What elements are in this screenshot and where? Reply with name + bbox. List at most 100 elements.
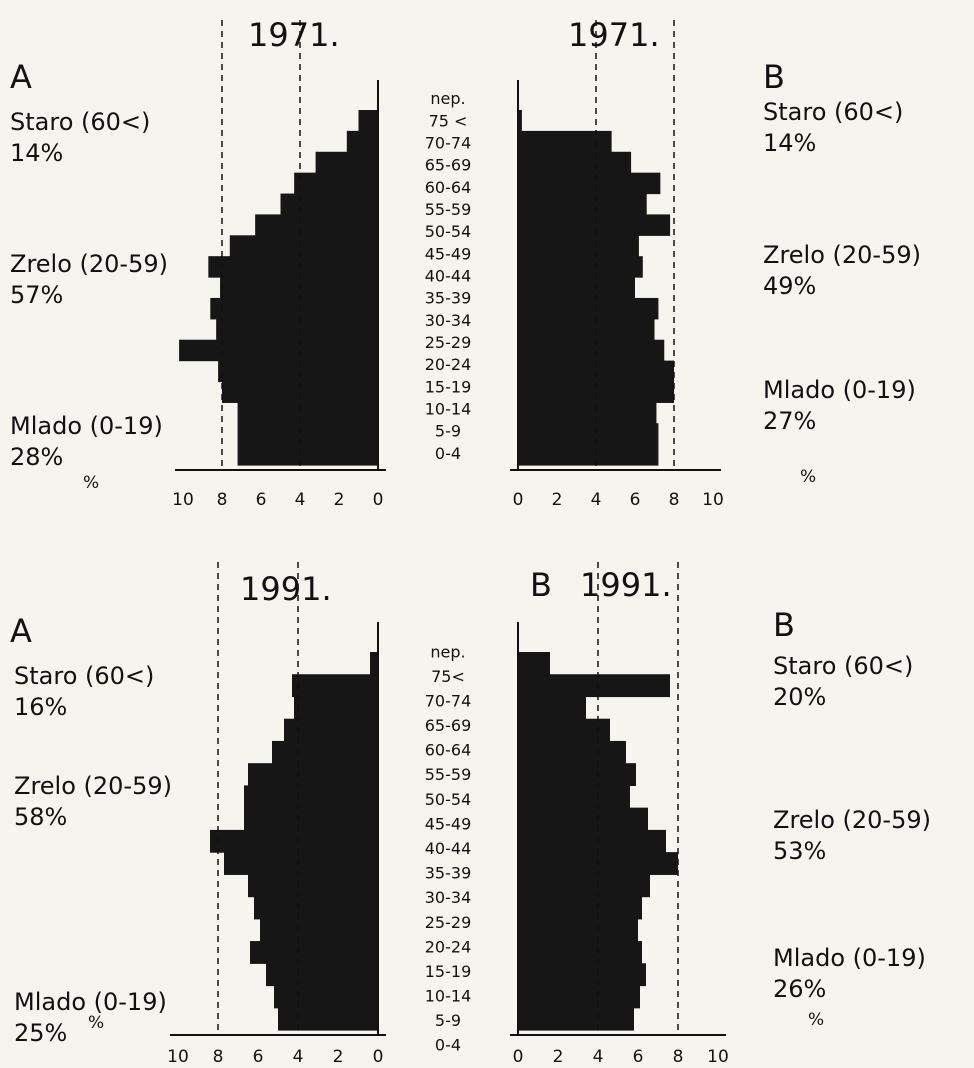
panel-title-B-1971: 1971. [568,16,660,54]
bar-A-1991-9 [244,807,378,831]
bar-A-1991-16 [370,652,378,675]
age-label-1971-11: 55-59 [425,200,472,219]
bar-A-1991-7 [224,852,378,875]
bar-B-1971-10 [518,235,639,257]
panel-title-A-1991: 1991. [240,570,332,608]
tick-label-B-1991-6: 6 [633,1047,644,1067]
tick-label-B-1991-0: 0 [513,1047,524,1067]
bar-B-1991-5 [518,896,642,920]
bar-A-1971-14 [315,151,378,174]
age-label-1991-10: 50-54 [425,790,472,809]
bar-B-1991-6 [518,874,650,898]
age-label-1991-9: 45-49 [425,814,472,833]
bar-A-1971-15 [346,130,378,153]
bar-A-1991-3 [250,941,378,964]
age-label-1991-11: 55-59 [425,765,472,784]
bar-A-1971-0 [237,444,378,466]
age-label-1971-16: nep. [430,89,465,108]
bar-A-1971-5 [179,339,378,362]
age-label-1971-4: 20-24 [425,355,472,374]
group-pct-B-1991-2: 26% [773,975,826,1003]
bar-A-1971-9 [208,256,378,278]
bar-B-1991-0 [518,1007,634,1031]
tick-label-A-1991-2: 2 [333,1047,344,1067]
group-pct-B-1971-0: 14% [763,129,816,157]
age-label-1971-2: 10-14 [425,400,472,419]
bar-A-1971-4 [218,360,378,383]
bar-A-1991-6 [248,874,378,898]
bar-B-1991-11 [518,763,636,787]
bar-A-1971-12 [280,193,378,216]
bar-B-1971-7 [518,297,659,320]
group-label-B-1971-2: Mlado (0-19) [763,376,916,404]
panel-letter-B-1991: B [773,606,795,644]
age-label-1971-3: 15-19 [425,377,472,396]
age-label-1991-13: 65-69 [425,716,472,735]
tick-label-B-1971-6: 6 [630,490,641,510]
age-label-1991-4: 20-24 [425,937,472,956]
group-pct-B-1971-2: 27% [763,407,816,435]
bar-A-1991-12 [272,740,378,764]
panel-letter-A-1971: A [10,58,32,96]
bar-B-1971-8 [518,277,635,299]
group-label-A-1991-1: Zrelo (20-59) [14,772,172,800]
tick-label-B-1991-8: 8 [673,1047,684,1067]
tick-label-A-1971-10: 10 [172,490,194,510]
group-pct-B-1971-1: 49% [763,272,816,300]
pyramid-panel-A-1991: 10 8 6 4 2 0% 1991. A Staro (60<) 16% Zrelo (20-59… [10,562,386,1067]
tick-label-A-1971-2: 2 [334,490,345,510]
group-label-B-1991-2: Mlado (0-19) [773,944,926,972]
panel-letter-B-1971: B [763,58,785,96]
group-label-B-1971-1: Zrelo (20-59) [763,241,921,269]
group-pct-A-1971-2: 28% [10,443,63,471]
bar-A-1991-13 [284,718,378,742]
age-label-1991-7: 35-39 [425,864,472,883]
unit-label-B-1971: % [800,467,816,487]
age-label-1971-5: 25-29 [425,333,472,352]
bar-A-1991-14 [294,696,378,720]
bar-B-1971-0 [518,444,659,466]
bar-B-1971-5 [518,339,665,362]
age-label-1991-3: 15-19 [425,962,472,981]
bar-A-1991-4 [260,918,378,942]
title-prefix-B-1991: B [530,566,552,604]
bar-B-1971-3 [518,381,674,403]
panel-title-A-1971: 1971. [248,16,340,54]
tick-label-A-1991-8: 8 [213,1047,224,1067]
unit-label-B-1991: % [808,1010,824,1030]
bar-B-1991-13 [518,718,610,742]
bar-A-1971-6 [216,318,378,341]
bar-A-1971-13 [294,172,378,195]
tick-label-A-1991-0: 0 [373,1047,384,1067]
bar-B-1991-3 [518,941,642,964]
age-label-1971-8: 40-44 [425,267,472,286]
age-label-1971-0: 0-4 [435,444,461,463]
bar-A-1991-0 [278,1007,378,1031]
tick-label-B-1971-4: 4 [591,490,602,510]
bar-B-1971-11 [518,214,671,236]
age-label-1991-2: 10-14 [425,987,472,1006]
bar-A-1971-8 [220,277,378,299]
bar-A-1971-10 [229,235,378,257]
bar-B-1991-4 [518,918,638,942]
bar-B-1991-1 [518,985,640,1009]
bar-B-1991-12 [518,740,626,764]
bar-B-1991-2 [518,963,646,987]
bar-A-1991-15 [292,674,378,698]
age-label-1991-14: 70-74 [425,691,472,710]
tick-label-A-1971-6: 6 [256,490,267,510]
bar-A-1971-2 [237,402,378,424]
age-label-1971-13: 65-69 [425,156,472,175]
bar-B-1971-12 [518,193,647,216]
age-label-1991-15: 75< [431,667,465,686]
pyramid-panel-A-1971: 10 8 6 4 2 0% 1971. A Staro (60<) 14% Zrelo (20-59… [10,16,386,510]
bar-A-1971-7 [210,297,378,320]
bar-A-1971-1 [237,423,378,445]
bar-A-1991-1 [274,985,378,1009]
bar-B-1991-14 [518,696,586,720]
unit-label-A-1991: % [88,1013,104,1033]
bar-B-1971-1 [518,423,659,445]
bar-A-1971-16 [358,110,378,132]
group-pct-B-1991-1: 53% [773,837,826,865]
